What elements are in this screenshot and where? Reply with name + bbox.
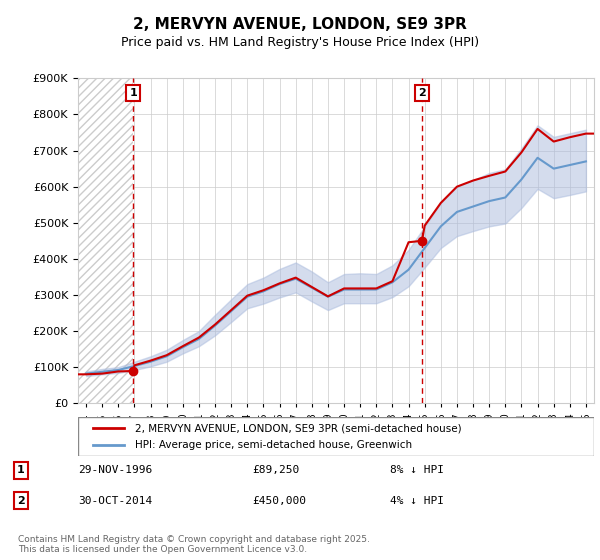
Text: 8% ↓ HPI: 8% ↓ HPI (390, 465, 444, 475)
Text: 1: 1 (129, 88, 137, 98)
Text: Contains HM Land Registry data © Crown copyright and database right 2025.
This d: Contains HM Land Registry data © Crown c… (18, 535, 370, 554)
Text: £450,000: £450,000 (252, 496, 306, 506)
FancyBboxPatch shape (78, 417, 594, 456)
Text: Price paid vs. HM Land Registry's House Price Index (HPI): Price paid vs. HM Land Registry's House … (121, 36, 479, 49)
Text: HPI: Average price, semi-detached house, Greenwich: HPI: Average price, semi-detached house,… (135, 440, 412, 450)
Text: £89,250: £89,250 (252, 465, 299, 475)
Text: 2, MERVYN AVENUE, LONDON, SE9 3PR (semi-detached house): 2, MERVYN AVENUE, LONDON, SE9 3PR (semi-… (135, 423, 461, 433)
Text: 29-NOV-1996: 29-NOV-1996 (78, 465, 152, 475)
Text: 2, MERVYN AVENUE, LONDON, SE9 3PR: 2, MERVYN AVENUE, LONDON, SE9 3PR (133, 17, 467, 32)
Text: 1: 1 (17, 465, 25, 475)
Text: 2: 2 (17, 496, 25, 506)
Bar (78, 78, 133, 403)
Text: 4% ↓ HPI: 4% ↓ HPI (390, 496, 444, 506)
Text: 30-OCT-2014: 30-OCT-2014 (78, 496, 152, 506)
Text: 2: 2 (418, 88, 426, 98)
